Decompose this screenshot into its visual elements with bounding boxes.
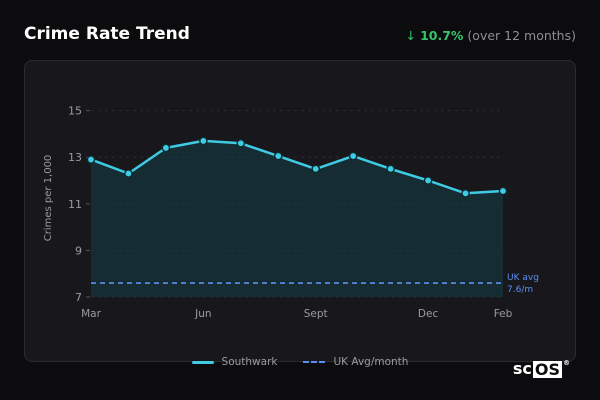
y-tick-label: 9 xyxy=(75,244,82,257)
data-point xyxy=(86,155,96,164)
data-point xyxy=(461,189,470,198)
legend-item-series[interactable]: Southwark xyxy=(191,356,278,368)
reference-label-line2: 7.6/m xyxy=(507,285,533,295)
y-axis-label: Crimes per 1,000 xyxy=(43,155,54,242)
y-tick-label: 11 xyxy=(68,198,82,211)
legend-item-reference[interactable]: UK Avg/month xyxy=(303,356,408,368)
series-line xyxy=(90,139,504,195)
legend-label-series: Southwark xyxy=(221,356,278,368)
page-title: Crime Rate Trend xyxy=(24,24,190,44)
data-point xyxy=(423,176,433,185)
data-point xyxy=(498,186,508,196)
data-point xyxy=(124,169,133,178)
data-point xyxy=(348,151,358,161)
x-tick-label: Jun xyxy=(194,308,211,320)
header: Crime Rate Trend ↓ 10.7% (over 12 months… xyxy=(24,24,576,50)
logo-boxed: OS xyxy=(532,360,562,379)
x-tick-label: Sept xyxy=(304,308,328,320)
chart-legend: Southwark UK Avg/month xyxy=(0,354,600,370)
series-area xyxy=(91,140,503,297)
x-tick-label: Mar xyxy=(81,308,101,320)
y-tick-label: 15 xyxy=(68,105,82,118)
reference-label-line1: UK avg xyxy=(507,273,539,283)
brand-logo: sc OS ® xyxy=(513,359,570,378)
change-indicator: ↓ 10.7% (over 12 months) xyxy=(406,28,576,43)
chart-card: 7 9 11 13 15 Crimes per 1,000 Mar Jun Sept Dec Feb… xyxy=(24,60,576,362)
logo-registered-mark: ® xyxy=(563,359,570,367)
legend-label-reference: UK Avg/month xyxy=(333,356,409,368)
y-tick-label: 13 xyxy=(68,151,82,164)
data-point xyxy=(161,143,171,153)
x-tick-label: Feb xyxy=(494,308,513,320)
change-note: (over 12 months) xyxy=(467,28,576,43)
crime-rate-chart: 7 9 11 13 15 Crimes per 1,000 Mar Jun Sept Dec Feb… xyxy=(43,105,539,320)
x-tick-label: Dec xyxy=(418,308,439,320)
change-percent: 10.7% xyxy=(420,28,464,43)
data-point xyxy=(386,164,395,174)
logo-prefix: sc xyxy=(512,359,532,378)
legend-swatch-reference xyxy=(303,361,326,363)
data-point xyxy=(273,151,283,161)
y-tick-label: 7 xyxy=(75,291,82,304)
data-point xyxy=(236,138,246,148)
down-arrow-icon: ↓ xyxy=(405,28,417,43)
legend-swatch-series xyxy=(191,360,214,364)
data-point xyxy=(199,136,208,146)
data-point xyxy=(311,164,321,174)
